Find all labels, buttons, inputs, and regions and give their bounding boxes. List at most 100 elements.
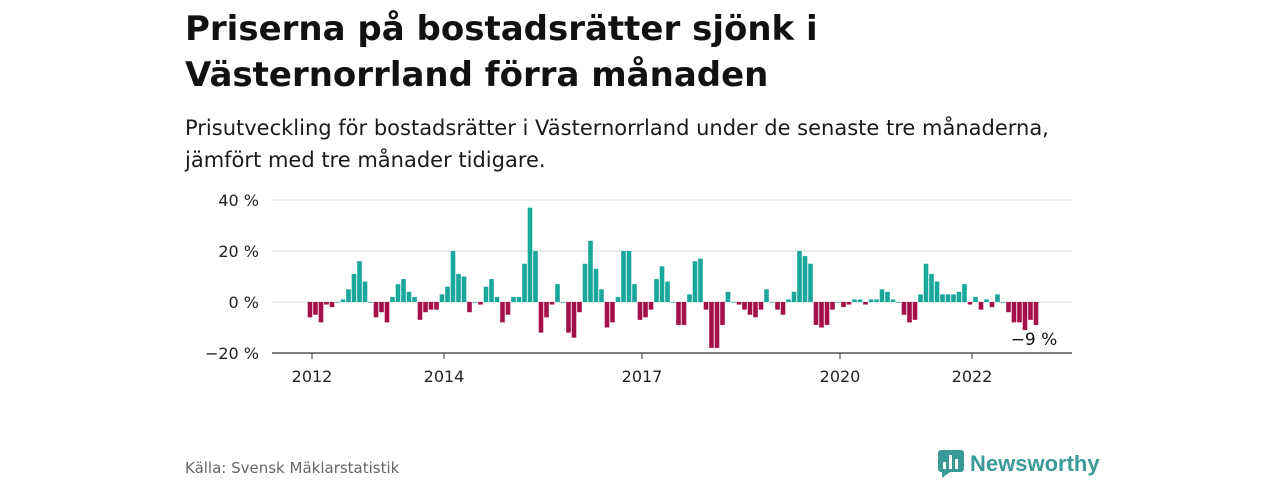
bar	[643, 302, 648, 318]
bar	[533, 251, 538, 302]
bar	[907, 302, 912, 323]
bar	[802, 256, 808, 302]
bar	[560, 302, 566, 303]
bar	[984, 299, 989, 302]
bar	[445, 286, 450, 302]
bar	[494, 296, 500, 302]
bar	[874, 299, 879, 302]
bar	[329, 302, 335, 308]
bar	[450, 251, 456, 302]
bar	[549, 302, 555, 305]
bar	[478, 302, 483, 305]
bar	[357, 261, 362, 302]
bar	[681, 302, 687, 325]
newsworthy-logo: Newsworthy	[938, 450, 1100, 478]
bar	[863, 302, 868, 305]
bar	[769, 302, 775, 303]
bar	[901, 302, 907, 315]
x-tick-label: 2022	[952, 367, 993, 386]
bar	[621, 251, 626, 302]
bar	[835, 302, 841, 303]
bar	[929, 273, 934, 302]
bar	[945, 294, 951, 302]
bar	[313, 302, 318, 315]
bar	[368, 302, 373, 303]
bar	[830, 302, 835, 310]
bar	[582, 263, 588, 302]
bar	[857, 299, 863, 302]
bar	[698, 258, 703, 302]
bar	[731, 302, 736, 303]
bar	[912, 302, 918, 320]
bar	[934, 281, 940, 302]
bar	[923, 263, 929, 302]
bar	[599, 289, 604, 302]
bar	[307, 302, 313, 318]
bar	[995, 294, 1000, 302]
bar	[885, 291, 890, 302]
bar	[522, 263, 527, 302]
bar	[1000, 302, 1006, 303]
bar	[940, 294, 945, 302]
bar	[714, 302, 720, 348]
bar	[324, 302, 329, 305]
bar	[456, 273, 461, 302]
bar	[588, 240, 593, 302]
bar	[868, 299, 874, 302]
bar	[747, 302, 753, 315]
bar	[720, 302, 725, 325]
bar	[989, 302, 995, 308]
bar	[956, 291, 962, 302]
bar	[500, 302, 505, 323]
bar	[791, 291, 797, 302]
bar	[654, 279, 659, 302]
bar	[742, 302, 747, 310]
bar	[626, 251, 632, 302]
bar	[841, 302, 846, 308]
bar	[1022, 302, 1028, 331]
bar	[637, 302, 643, 320]
bar	[852, 299, 857, 302]
bar	[775, 302, 780, 310]
bar	[423, 302, 428, 313]
bar	[610, 302, 615, 323]
bar	[335, 302, 340, 303]
bar	[725, 291, 731, 302]
bar	[439, 294, 445, 302]
bar	[890, 299, 896, 302]
bar	[753, 302, 758, 318]
y-tick-label: −20 %	[205, 344, 259, 363]
bar	[709, 302, 714, 348]
bar	[967, 302, 973, 305]
bar	[951, 294, 956, 302]
bar	[417, 302, 423, 320]
bar	[797, 251, 802, 302]
bar	[401, 279, 406, 302]
bar	[566, 302, 571, 333]
bar	[962, 284, 967, 302]
bar	[362, 281, 368, 302]
x-tick-label: 2020	[820, 367, 861, 386]
y-tick-label: 40 %	[218, 191, 259, 210]
bar	[604, 302, 610, 328]
bar	[819, 302, 824, 328]
bar	[379, 302, 384, 313]
bar-chart: −20 % 0 % 20 % 40 % 2012 2014 2017 2020 2022 −9 %	[205, 191, 1072, 386]
x-tick-label: 2017	[622, 367, 663, 386]
last-value-label: −9 %	[1011, 330, 1058, 350]
bar	[467, 302, 472, 313]
bar	[340, 299, 346, 302]
bar	[516, 296, 522, 302]
bar	[395, 284, 401, 302]
bar	[1028, 302, 1033, 320]
bar	[813, 302, 819, 325]
bar	[764, 289, 769, 302]
bar	[758, 302, 764, 310]
bar	[472, 302, 478, 303]
bar	[571, 302, 577, 338]
bar	[346, 289, 351, 302]
bar	[1006, 302, 1011, 313]
bar	[879, 289, 885, 302]
bar	[846, 302, 852, 305]
y-tick-label: 20 %	[218, 242, 259, 261]
